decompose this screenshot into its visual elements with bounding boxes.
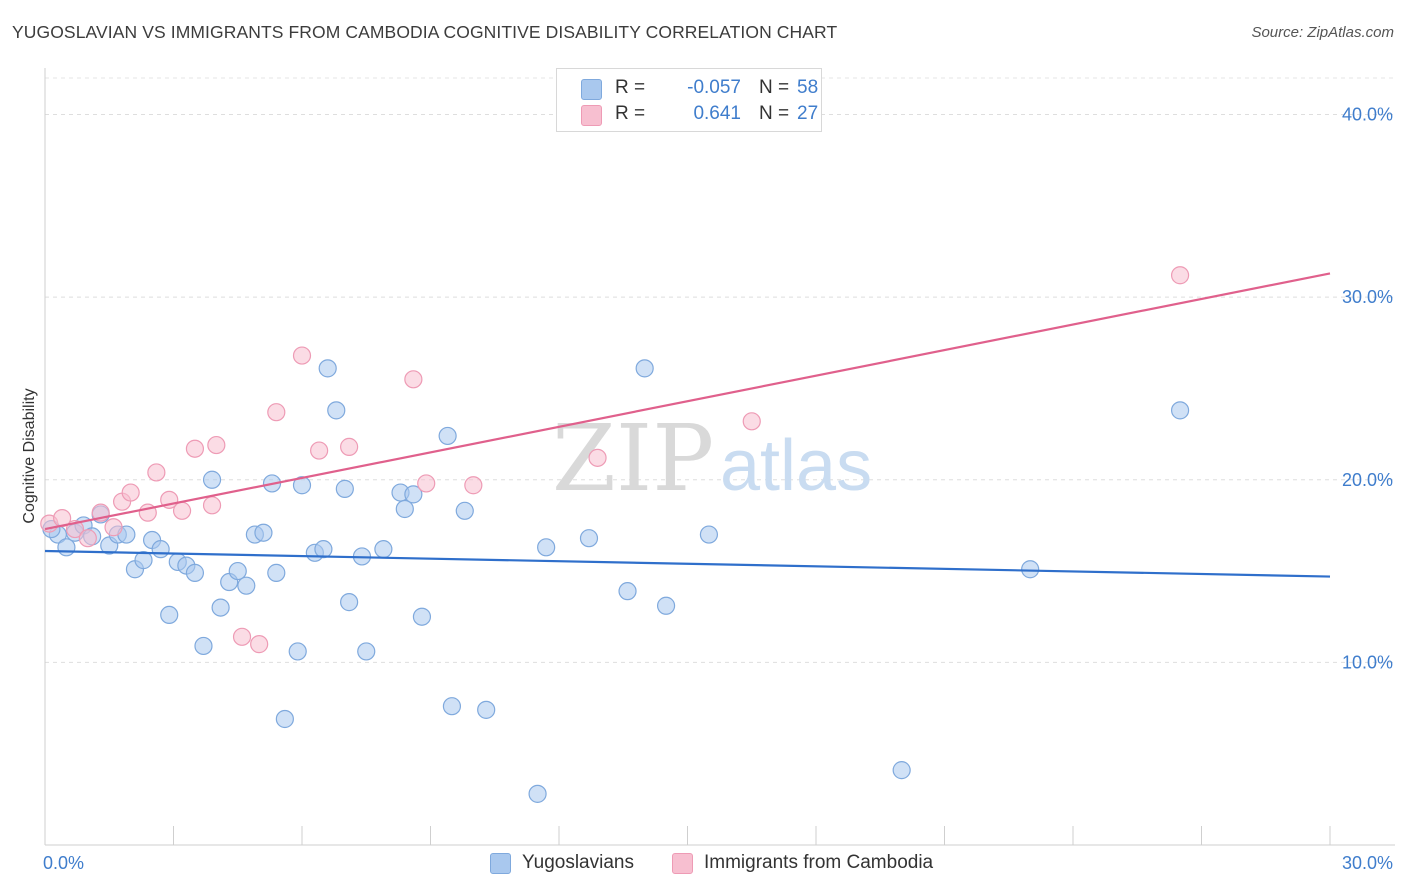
watermark-atlas: atlas	[720, 426, 872, 506]
legend-r-value: 0.641	[693, 103, 741, 124]
cambodia-point	[310, 441, 329, 460]
cambodia-point	[742, 412, 761, 431]
yugoslavian-point	[151, 540, 170, 559]
cambodia-point	[250, 635, 269, 654]
yugoslavian-point	[194, 636, 213, 656]
yugoslavian-point	[579, 529, 599, 548]
series-swatch-yugoslavians	[490, 853, 511, 874]
yugoslavian-point	[292, 476, 312, 495]
yugoslavian-point	[211, 598, 230, 617]
yugoslavian-point	[438, 426, 457, 446]
yugoslavian-point	[412, 607, 432, 626]
data-points	[40, 266, 1190, 803]
yugoslavian-point	[228, 561, 247, 581]
cambodia-point	[588, 448, 607, 467]
source-label: Source: ZipAtlas.com	[1251, 24, 1394, 41]
yugoslavian-point	[455, 501, 474, 520]
y-tick-label: 20.0%	[1342, 470, 1393, 490]
yugoslavian-point	[892, 761, 911, 780]
cambodia-point	[121, 483, 140, 502]
cambodia-point	[292, 346, 312, 365]
cambodia-point	[417, 474, 436, 493]
cambodia-point	[104, 518, 123, 537]
y-tick-label: 10.0%	[1342, 652, 1393, 672]
yugoslavian-point	[327, 401, 346, 420]
cambodia-point	[340, 437, 359, 456]
series-legend: Yugoslavians Immigrants from Cambodia	[0, 852, 1406, 876]
yugoslavian-point	[357, 642, 376, 661]
cambodia-point	[267, 403, 286, 422]
yugoslavian-point	[635, 359, 654, 378]
regression-lines	[44, 272, 1331, 578]
series-swatch-cambodia	[672, 853, 693, 874]
yugoslavian-point	[134, 551, 153, 570]
series-label-yugoslavians: Yugoslavians	[522, 852, 634, 873]
yugoslavian-point	[477, 700, 496, 719]
yugoslavian-point	[335, 479, 354, 498]
legend-r-value: -0.057	[687, 77, 741, 98]
watermark-zip: ZIP	[552, 405, 714, 512]
cambodia-point	[185, 439, 205, 458]
y-tick-labels: 10.0% 20.0% 30.0% 40.0%	[1342, 105, 1393, 673]
yugoslavian-point	[237, 576, 256, 595]
cambodia-point	[172, 501, 192, 520]
x-tick-label: 0.0%	[43, 853, 84, 873]
yugoslavian-point	[395, 499, 414, 519]
yugoslavian-point	[442, 697, 462, 716]
watermark: ZIP atlas	[552, 405, 872, 512]
yugoslavian-point	[537, 538, 556, 557]
correlation-legend: R = -0.057 N = 58 R = 0.641 N = 27	[556, 68, 822, 132]
yugoslavian-trend-line	[44, 549, 1331, 578]
legend-swatch-cambodia	[581, 105, 602, 126]
yugoslavian-point	[185, 563, 205, 582]
legend-n-value: 27	[797, 103, 819, 124]
x-tick-labels: 0.0% 30.0%	[43, 853, 1393, 873]
cambodia-point	[202, 496, 222, 515]
legend-swatch-yugoslavians	[581, 79, 602, 100]
yugoslavian-point	[528, 784, 547, 803]
cambodia-point	[464, 476, 483, 495]
cambodia-point	[147, 463, 166, 482]
cambodia-point	[232, 627, 252, 646]
yugoslavian-point	[202, 470, 222, 489]
legend-n-label: N =	[759, 103, 790, 124]
yugoslavian-point	[1021, 560, 1040, 579]
y-tick-label: 40.0%	[1342, 105, 1393, 125]
yugoslavian-point	[267, 563, 286, 582]
cambodia-point	[1170, 266, 1190, 285]
chart-title: YUGOSLAVIAN VS IMMIGRANTS FROM CAMBODIA …	[12, 22, 838, 42]
axes	[44, 68, 1395, 846]
legend-n-value: 58	[797, 77, 819, 98]
x-tick-label: 30.0%	[1342, 853, 1393, 873]
series-label-cambodia: Immigrants from Cambodia	[704, 852, 934, 873]
yugoslavian-point	[254, 523, 273, 542]
yugoslavian-point	[288, 642, 307, 661]
yugoslavian-point	[160, 605, 179, 625]
y-axis-label: Cognitive Disability	[21, 388, 38, 523]
cambodia-point	[78, 529, 97, 548]
legend-r-label: R =	[615, 77, 646, 98]
yugoslavian-point	[404, 485, 423, 504]
cambodia-point	[404, 370, 423, 389]
yugoslavian-point	[314, 540, 333, 559]
yugoslavian-point	[340, 593, 359, 612]
legend-n-label: N =	[759, 77, 790, 98]
yugoslavian-point	[275, 709, 294, 729]
yugoslavian-point	[374, 540, 393, 559]
yugoslavian-point	[656, 596, 676, 615]
yugoslavian-point	[618, 582, 637, 601]
yugoslavian-point	[1170, 401, 1190, 420]
yugoslavian-point	[318, 359, 337, 378]
cambodia-point	[207, 435, 226, 455]
yugoslavian-point	[699, 525, 719, 544]
cambodia-trend-line	[44, 272, 1331, 531]
legend-r-label: R =	[615, 103, 646, 124]
y-tick-label: 30.0%	[1342, 287, 1393, 307]
